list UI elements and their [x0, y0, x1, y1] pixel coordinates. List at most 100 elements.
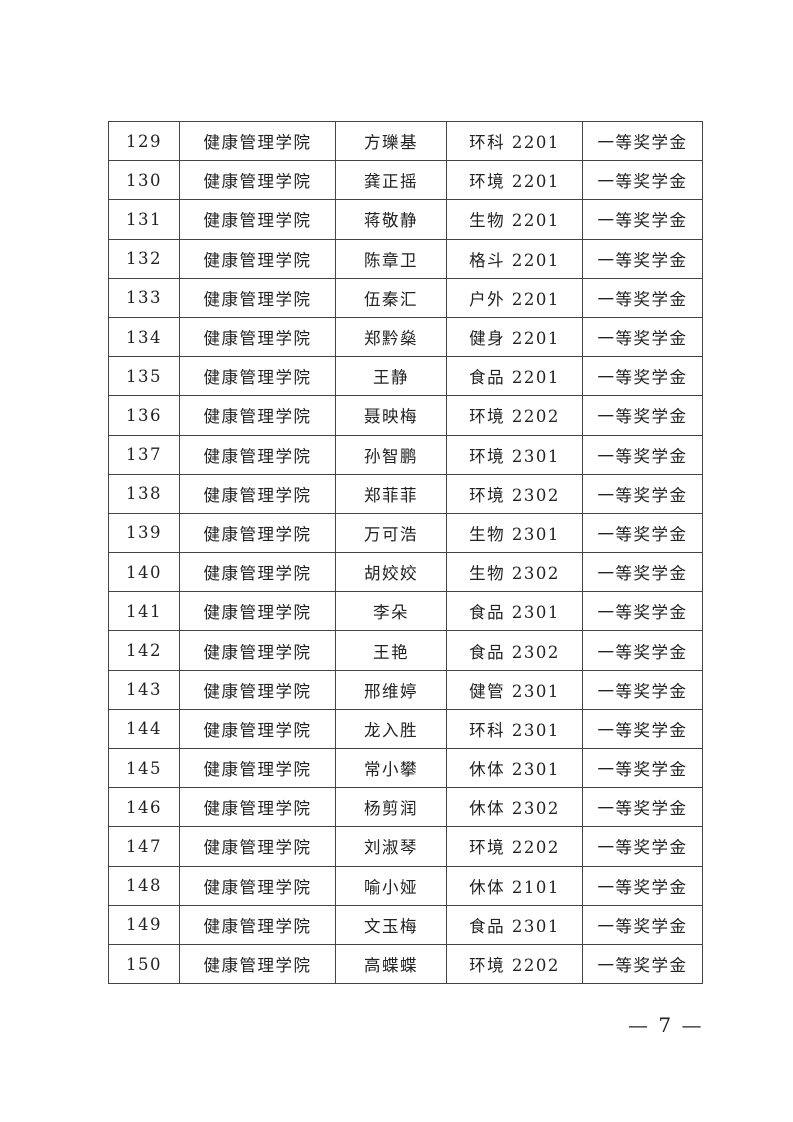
- table-row: 141 健康管理学院 李朵 食品 2301 一等奖学金: [108, 591, 703, 632]
- student-name-cell: 蒋敬静: [335, 199, 447, 240]
- row-number-cell: 132: [108, 238, 180, 279]
- award-cell: 一等奖学金: [582, 160, 703, 201]
- college-cell: 健康管理学院: [179, 316, 336, 358]
- award-cell: 一等奖学金: [582, 904, 703, 945]
- award-cell: 一等奖学金: [582, 434, 703, 475]
- class-cell: 环境 2302: [446, 473, 583, 514]
- college-cell: 健康管理学院: [179, 277, 336, 318]
- class-cell: 环境 2301: [446, 434, 583, 475]
- table-row: 143 健康管理学院 邢维婷 健管 2301 一等奖学金: [108, 669, 703, 710]
- table-row: 144 健康管理学院 龙入胜 环科 2301 一等奖学金: [108, 708, 703, 750]
- award-cell: 一等奖学金: [582, 591, 703, 632]
- row-number-cell: 129: [108, 120, 180, 162]
- award-cell: 一等奖学金: [582, 199, 703, 240]
- class-cell: 休体 2301: [446, 747, 583, 789]
- award-cell: 一等奖学金: [582, 865, 703, 906]
- college-cell: 健康管理学院: [179, 708, 336, 750]
- college-cell: 健康管理学院: [179, 787, 336, 828]
- college-cell: 健康管理学院: [179, 826, 336, 867]
- award-cell: 一等奖学金: [582, 552, 703, 593]
- table-row: 145 健康管理学院 常小攀 休体 2301 一等奖学金: [108, 747, 703, 789]
- class-cell: 生物 2201: [446, 199, 583, 240]
- class-cell: 生物 2302: [446, 552, 583, 593]
- award-cell: 一等奖学金: [582, 826, 703, 867]
- class-cell: 食品 2301: [446, 591, 583, 632]
- class-cell: 环境 2202: [446, 395, 583, 436]
- student-name-cell: 郑菲菲: [335, 473, 447, 514]
- award-cell: 一等奖学金: [582, 277, 703, 318]
- row-number-cell: 133: [108, 277, 180, 318]
- college-cell: 健康管理学院: [179, 747, 336, 789]
- award-cell: 一等奖学金: [582, 316, 703, 358]
- award-cell: 一等奖学金: [582, 943, 703, 985]
- class-cell: 环境 2202: [446, 826, 583, 867]
- table-row: 137 健康管理学院 孙智鹏 环境 2301 一等奖学金: [108, 434, 703, 475]
- student-name-cell: 龙入胜: [335, 708, 447, 750]
- row-number-cell: 150: [108, 943, 180, 985]
- table-row: 138 健康管理学院 郑菲菲 环境 2302 一等奖学金: [108, 473, 703, 514]
- student-name-cell: 伍秦汇: [335, 277, 447, 318]
- college-cell: 健康管理学院: [179, 473, 336, 514]
- table-row: 148 健康管理学院 喻小娅 休体 2101 一等奖学金: [108, 865, 703, 906]
- table-row: 147 健康管理学院 刘淑琴 环境 2202 一等奖学金: [108, 826, 703, 867]
- class-cell: 环科 2301: [446, 708, 583, 750]
- row-number-cell: 147: [108, 826, 180, 867]
- college-cell: 健康管理学院: [179, 160, 336, 201]
- student-name-cell: 龚正摇: [335, 160, 447, 201]
- college-cell: 健康管理学院: [179, 434, 336, 475]
- row-number-cell: 134: [108, 316, 180, 358]
- award-cell: 一等奖学金: [582, 787, 703, 828]
- row-number-cell: 131: [108, 199, 180, 240]
- class-cell: 食品 2301: [446, 904, 583, 945]
- college-cell: 健康管理学院: [179, 120, 336, 162]
- table-row: 134 健康管理学院 郑黔燊 健身 2201 一等奖学金: [108, 316, 703, 358]
- college-cell: 健康管理学院: [179, 238, 336, 279]
- student-name-cell: 杨剪润: [335, 787, 447, 828]
- page-number: — 7 —: [628, 1013, 704, 1037]
- class-cell: 健身 2201: [446, 316, 583, 358]
- class-cell: 休体 2302: [446, 787, 583, 828]
- class-cell: 食品 2302: [446, 630, 583, 671]
- row-number-cell: 146: [108, 787, 180, 828]
- student-name-cell: 王静: [335, 356, 447, 397]
- row-number-cell: 135: [108, 356, 180, 397]
- row-number-cell: 137: [108, 434, 180, 475]
- college-cell: 健康管理学院: [179, 865, 336, 906]
- college-cell: 健康管理学院: [179, 356, 336, 397]
- row-number-cell: 139: [108, 512, 180, 554]
- table-row: 140 健康管理学院 胡姣姣 生物 2302 一等奖学金: [108, 552, 703, 593]
- table-row: 133 健康管理学院 伍秦汇 户外 2201 一等奖学金: [108, 277, 703, 318]
- student-name-cell: 喻小娅: [335, 865, 447, 906]
- college-cell: 健康管理学院: [179, 591, 336, 632]
- row-number-cell: 140: [108, 552, 180, 593]
- college-cell: 健康管理学院: [179, 943, 336, 985]
- table-row: 129 健康管理学院 方瓅基 环科 2201 一等奖学金: [108, 120, 703, 162]
- row-number-cell: 130: [108, 160, 180, 201]
- student-name-cell: 高蝶蝶: [335, 943, 447, 985]
- table-row: 136 健康管理学院 聂映梅 环境 2202 一等奖学金: [108, 395, 703, 436]
- student-name-cell: 常小攀: [335, 747, 447, 789]
- award-cell: 一等奖学金: [582, 708, 703, 750]
- table-row: 150 健康管理学院 高蝶蝶 环境 2202 一等奖学金: [108, 943, 703, 985]
- class-cell: 食品 2201: [446, 356, 583, 397]
- table-row: 131 健康管理学院 蒋敬静 生物 2201 一等奖学金: [108, 199, 703, 240]
- award-cell: 一等奖学金: [582, 473, 703, 514]
- award-cell: 一等奖学金: [582, 238, 703, 279]
- award-cell: 一等奖学金: [582, 747, 703, 789]
- student-name-cell: 方瓅基: [335, 120, 447, 162]
- row-number-cell: 138: [108, 473, 180, 514]
- table-row: 146 健康管理学院 杨剪润 休体 2302 一等奖学金: [108, 787, 703, 828]
- scholarship-table: 129 健康管理学院 方瓅基 环科 2201 一等奖学金 130 健康管理学院 龚正摇 环境 2…: [108, 120, 703, 985]
- award-cell: 一等奖学金: [582, 395, 703, 436]
- student-name-cell: 万可浩: [335, 512, 447, 554]
- student-name-cell: 聂映梅: [335, 395, 447, 436]
- class-cell: 生物 2301: [446, 512, 583, 554]
- class-cell: 休体 2101: [446, 865, 583, 906]
- row-number-cell: 142: [108, 630, 180, 671]
- row-number-cell: 144: [108, 708, 180, 750]
- award-cell: 一等奖学金: [582, 120, 703, 162]
- college-cell: 健康管理学院: [179, 669, 336, 710]
- college-cell: 健康管理学院: [179, 630, 336, 671]
- student-name-cell: 胡姣姣: [335, 552, 447, 593]
- student-name-cell: 郑黔燊: [335, 316, 447, 358]
